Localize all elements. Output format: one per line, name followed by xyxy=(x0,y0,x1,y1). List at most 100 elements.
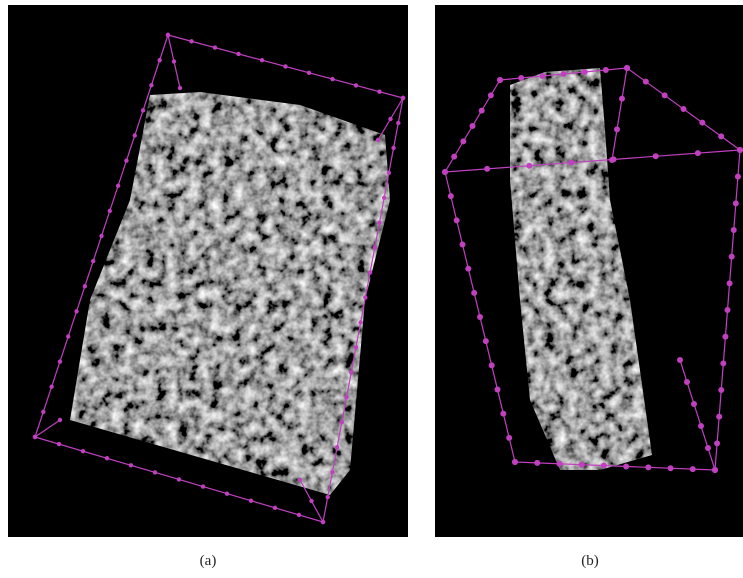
edge-dot xyxy=(681,106,687,112)
edge-dot xyxy=(534,460,540,466)
edge-dot xyxy=(470,123,476,129)
edge-dot xyxy=(401,96,405,100)
edge-dot xyxy=(58,418,62,422)
edge-dot xyxy=(483,338,489,344)
edge-dot xyxy=(141,108,145,112)
figure: (a) (b) xyxy=(0,0,743,578)
edge-dot xyxy=(33,435,37,439)
edge-dot xyxy=(645,464,651,470)
edge-dot xyxy=(677,357,683,363)
edge-dot xyxy=(484,166,490,172)
edge-dot xyxy=(699,120,705,126)
edge-dot xyxy=(495,387,501,393)
edge-dot xyxy=(737,147,743,153)
edge-dot xyxy=(358,320,362,324)
edge-dot xyxy=(58,359,62,363)
edge-dot xyxy=(526,163,532,169)
edge-dot xyxy=(448,193,454,199)
edge-dot xyxy=(698,423,704,429)
edge-dot xyxy=(539,73,545,79)
edge-dot xyxy=(249,499,253,503)
edge-dot xyxy=(201,484,205,488)
edge-dot xyxy=(354,345,358,349)
edge-dot xyxy=(582,69,588,75)
edge-dot xyxy=(166,33,170,37)
edge-dot xyxy=(479,108,485,114)
edge-dot xyxy=(684,379,690,385)
edge-dot xyxy=(488,92,494,98)
edge-dot xyxy=(695,150,701,156)
edge-dot xyxy=(326,495,330,499)
edge-dot xyxy=(373,245,377,249)
edge-dot xyxy=(556,461,562,467)
edge-dot xyxy=(471,290,477,296)
edge-dot xyxy=(731,227,737,233)
edge-dot xyxy=(477,314,483,320)
edge-dot xyxy=(382,196,386,200)
edge-dot xyxy=(178,86,182,90)
edge-dot xyxy=(712,467,718,473)
edge-dot xyxy=(99,234,103,238)
edge-dot xyxy=(124,158,128,162)
edge-dot xyxy=(189,39,193,43)
edge-dot xyxy=(41,410,45,414)
edge-dot xyxy=(561,71,567,77)
edge-dot xyxy=(83,284,87,288)
edge-dot xyxy=(344,395,348,399)
edge-dot xyxy=(177,477,181,481)
edge-dot xyxy=(733,200,739,206)
edge-dot xyxy=(722,334,728,340)
edge-dot xyxy=(297,513,301,517)
edge-dot xyxy=(662,92,668,98)
edge-dot xyxy=(603,67,609,73)
edge-dot xyxy=(153,470,157,474)
edge-dot xyxy=(307,71,311,75)
edge-dot xyxy=(451,154,457,160)
edge-dot xyxy=(273,506,277,510)
edge-dot xyxy=(260,58,264,62)
edge-dot xyxy=(614,126,620,132)
edge-dot xyxy=(363,295,367,299)
edge-dot xyxy=(354,83,358,87)
edge-dot xyxy=(396,121,400,125)
edge-dot xyxy=(377,221,381,225)
edge-dot xyxy=(321,520,325,524)
edge-dot xyxy=(727,280,733,286)
edge-dot xyxy=(691,401,697,407)
edge-dot xyxy=(49,385,53,389)
edge-dot xyxy=(340,420,344,424)
edge-dot xyxy=(283,64,287,68)
edge-dot xyxy=(213,45,217,49)
edge-dot xyxy=(643,79,649,85)
edge-dot xyxy=(81,449,85,453)
edge-dot xyxy=(105,456,109,460)
edge-dot xyxy=(108,209,112,213)
edge-dot xyxy=(460,242,466,248)
edge-dot xyxy=(735,174,741,180)
edge-dot xyxy=(74,309,78,313)
edge-dot xyxy=(718,387,724,393)
edge-dot xyxy=(129,463,133,467)
edge-dot xyxy=(116,184,120,188)
edge-dot xyxy=(442,169,448,175)
panel-b-image xyxy=(435,5,743,537)
edge-dot xyxy=(725,307,731,313)
edge-dot xyxy=(568,160,574,166)
edge-dot xyxy=(690,466,696,472)
edge-dot xyxy=(729,254,735,260)
edge-dot xyxy=(601,463,607,469)
edge-dot xyxy=(460,138,466,144)
edge-dot xyxy=(623,463,629,469)
edge-dot xyxy=(714,440,720,446)
edge-dot xyxy=(368,270,372,274)
edge-dot xyxy=(465,266,471,272)
panel-label: (a) xyxy=(178,553,238,570)
edge-dot xyxy=(157,58,161,62)
edge-dot xyxy=(225,491,229,495)
edge-dot xyxy=(330,470,334,474)
panel-a-image xyxy=(8,5,408,537)
edge-dot xyxy=(309,499,313,503)
edge-dot xyxy=(500,411,506,417)
edge-dot xyxy=(668,465,674,471)
edge-dot xyxy=(349,370,353,374)
